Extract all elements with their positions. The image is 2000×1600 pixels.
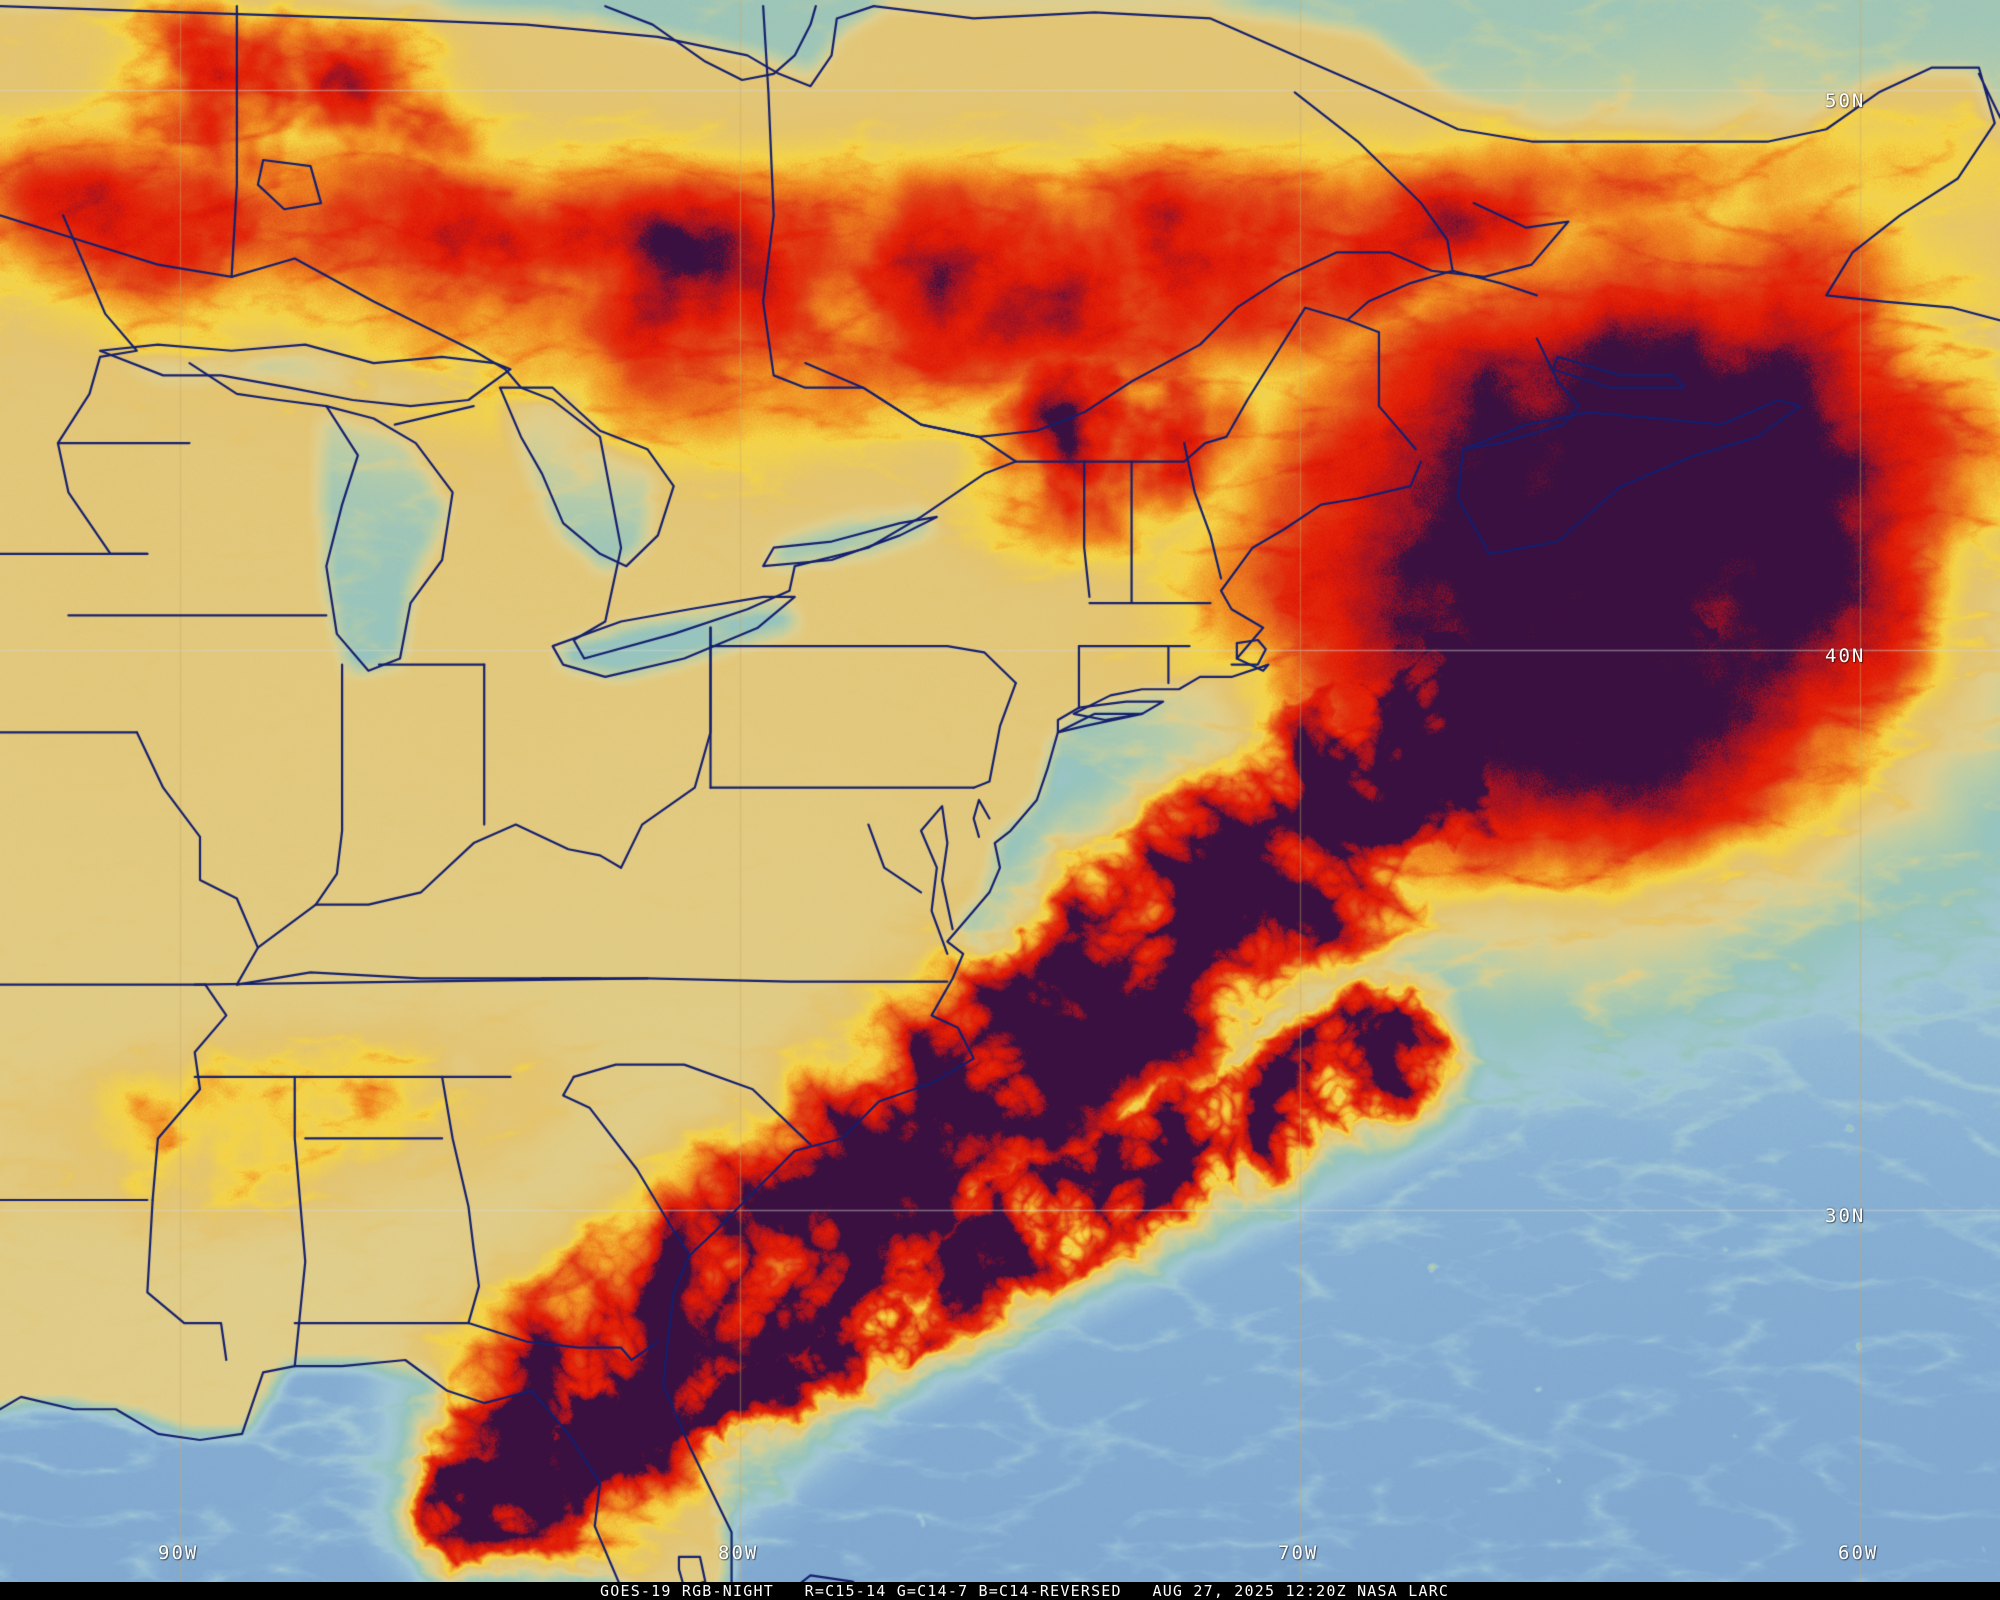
caption-text: GOES-19 RGB-NIGHT R=C15-14 G=C14-7 B=C14… bbox=[600, 1582, 1450, 1600]
latitude-label-40n: 40N bbox=[1825, 645, 1866, 667]
longitude-label-70w: 70W bbox=[1278, 1542, 1319, 1564]
longitude-label-90w: 90W bbox=[158, 1542, 199, 1564]
longitude-label-80w: 80W bbox=[718, 1542, 759, 1564]
caption-bar: GOES-19 RGB-NIGHT R=C15-14 G=C14-7 B=C14… bbox=[0, 1582, 2000, 1600]
latitude-label-50n: 50N bbox=[1825, 90, 1866, 112]
longitude-label-60w: 60W bbox=[1838, 1542, 1879, 1564]
latitude-label-30n: 30N bbox=[1825, 1205, 1866, 1227]
